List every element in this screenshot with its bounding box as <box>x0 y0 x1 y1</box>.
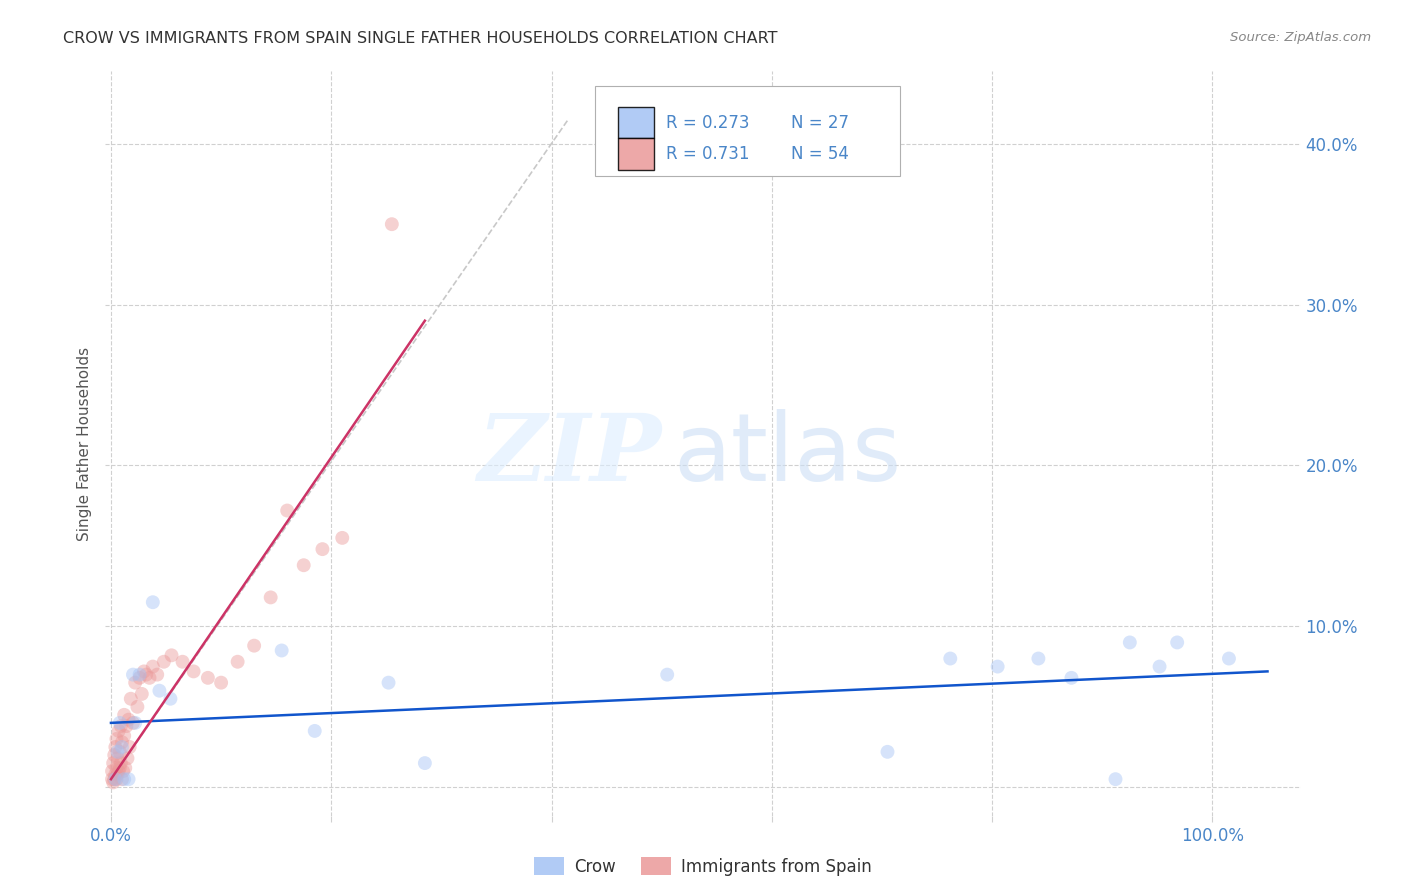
Point <box>128 667 150 681</box>
Text: atlas: atlas <box>673 409 901 501</box>
FancyBboxPatch shape <box>619 138 654 169</box>
Point <box>111 739 134 754</box>
Text: Source: ZipAtlas.com: Source: ZipAtlas.com <box>1230 31 1371 45</box>
Point <box>101 775 124 789</box>
Point <box>108 761 131 775</box>
Point <box>142 595 165 609</box>
Point <box>118 739 141 754</box>
Point <box>101 756 124 770</box>
Point <box>276 503 298 517</box>
Point <box>159 691 181 706</box>
Point <box>114 761 136 775</box>
Point <box>110 719 132 733</box>
Point <box>135 667 157 681</box>
Point <box>103 772 125 787</box>
Point <box>381 217 404 231</box>
Point <box>105 761 128 775</box>
Point <box>657 667 679 681</box>
Point <box>1060 671 1083 685</box>
Point <box>413 756 436 770</box>
Point <box>131 687 153 701</box>
Point <box>101 772 124 787</box>
Point <box>103 747 125 762</box>
Point <box>209 675 232 690</box>
Point <box>1119 635 1142 649</box>
Point <box>987 659 1010 673</box>
Point <box>101 764 124 779</box>
Point <box>939 651 962 665</box>
Point <box>112 764 135 779</box>
Point <box>160 648 183 663</box>
Point <box>112 729 135 743</box>
Point <box>124 715 146 730</box>
Point <box>111 772 134 787</box>
Point <box>117 772 139 787</box>
Text: N = 27: N = 27 <box>792 114 849 132</box>
Point <box>172 655 194 669</box>
Point <box>197 671 219 685</box>
Point <box>104 739 127 754</box>
Text: R = 0.273: R = 0.273 <box>666 114 749 132</box>
Point <box>111 735 134 749</box>
FancyBboxPatch shape <box>596 87 900 176</box>
Point <box>110 756 132 770</box>
Point <box>127 699 149 714</box>
Point <box>304 723 326 738</box>
Point <box>377 675 399 690</box>
Point <box>104 772 127 787</box>
Y-axis label: Single Father Households: Single Father Households <box>77 347 93 541</box>
Point <box>292 558 315 573</box>
Legend: Crow, Immigrants from Spain: Crow, Immigrants from Spain <box>527 851 879 882</box>
Text: CROW VS IMMIGRANTS FROM SPAIN SINGLE FATHER HOUSEHOLDS CORRELATION CHART: CROW VS IMMIGRANTS FROM SPAIN SINGLE FAT… <box>63 31 778 46</box>
Point <box>122 667 145 681</box>
Point <box>270 643 292 657</box>
Point <box>115 719 138 733</box>
Point <box>138 671 160 685</box>
Point <box>107 767 129 781</box>
Text: N = 54: N = 54 <box>792 145 849 163</box>
Point <box>183 665 205 679</box>
Point <box>117 713 139 727</box>
Point <box>105 731 128 746</box>
Point <box>142 659 165 673</box>
Point <box>1166 635 1188 649</box>
Point <box>104 767 127 781</box>
Point <box>1149 659 1171 673</box>
Point <box>132 665 155 679</box>
Point <box>117 751 139 765</box>
Point <box>107 723 129 738</box>
Point <box>1028 651 1050 665</box>
Text: ZIP: ZIP <box>477 410 661 500</box>
Point <box>107 751 129 765</box>
Text: R = 0.731: R = 0.731 <box>666 145 749 163</box>
Point <box>1218 651 1240 665</box>
Point <box>260 591 283 605</box>
Point <box>112 772 135 787</box>
Point <box>108 745 131 759</box>
Point <box>128 671 150 685</box>
Point <box>120 691 142 706</box>
Point <box>124 675 146 690</box>
Point <box>876 745 898 759</box>
Point <box>153 655 176 669</box>
Point <box>146 667 169 681</box>
Point <box>105 772 128 787</box>
Point <box>243 639 266 653</box>
Point <box>122 715 145 730</box>
Point <box>226 655 249 669</box>
Point <box>148 683 170 698</box>
FancyBboxPatch shape <box>619 107 654 138</box>
Point <box>108 715 131 730</box>
Point <box>330 531 353 545</box>
Point <box>311 542 333 557</box>
Point <box>112 707 135 722</box>
Point <box>107 764 129 779</box>
Point <box>1104 772 1126 787</box>
Point <box>107 745 129 759</box>
